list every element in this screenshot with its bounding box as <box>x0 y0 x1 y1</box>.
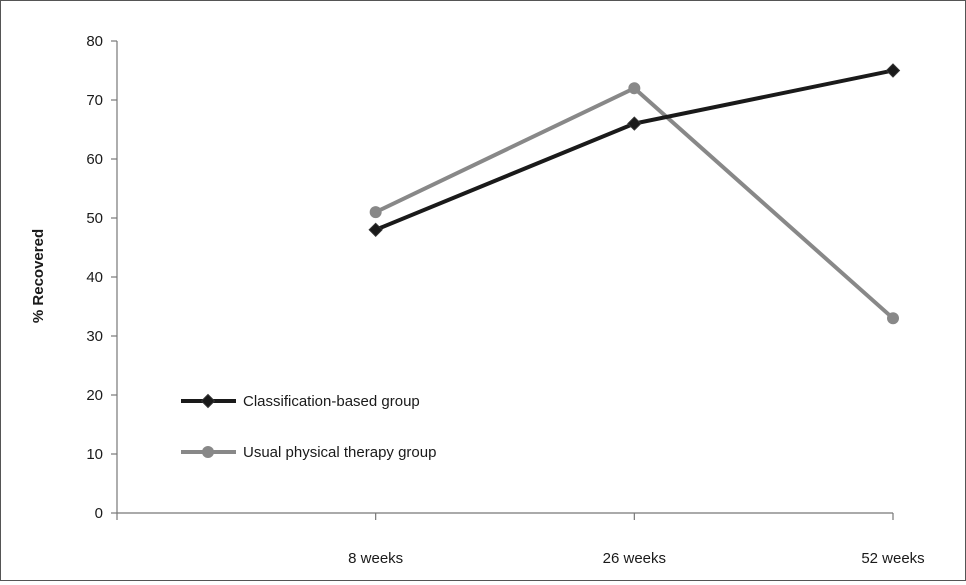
data-point <box>368 222 383 238</box>
legend-label: Classification-based group <box>243 393 420 410</box>
series-line <box>374 68 894 232</box>
x-tick-label: 52 weeks <box>861 550 924 567</box>
legend: Classification-based group Usual physical… <box>181 393 436 461</box>
legend-item: Classification-based group <box>181 393 420 410</box>
y-tick-label: 0 <box>95 505 103 522</box>
series-1 <box>369 82 899 325</box>
y-axis-label: % Recovered <box>30 229 47 323</box>
legend-item: Usual physical therapy group <box>181 444 436 461</box>
series-0 <box>368 63 901 238</box>
x-tick-label: 8 weeks <box>348 550 403 567</box>
axes: 0 10 20 30 40 50 60 70 80 8 weeks 26 weeks 52 weeks <box>86 33 924 567</box>
y-tick-label: 60 <box>86 151 103 168</box>
legend-label: Usual physical therapy group <box>243 444 436 461</box>
series-layer <box>368 63 901 325</box>
y-tick-label: 10 <box>86 446 103 463</box>
data-point <box>628 82 641 95</box>
y-tick-label: 40 <box>86 269 103 286</box>
data-point <box>885 63 901 78</box>
y-tick-label: 80 <box>86 33 103 50</box>
y-tick-label: 30 <box>86 328 103 345</box>
x-tick-label: 26 weeks <box>603 550 666 567</box>
data-point <box>887 312 899 325</box>
data-point <box>627 116 642 131</box>
legend-marker <box>202 446 214 458</box>
y-tick-label: 20 <box>86 387 103 404</box>
y-tick-label: 70 <box>86 92 103 109</box>
y-tick-label: 50 <box>86 210 103 227</box>
data-point <box>369 206 382 219</box>
legend-marker <box>200 393 216 409</box>
